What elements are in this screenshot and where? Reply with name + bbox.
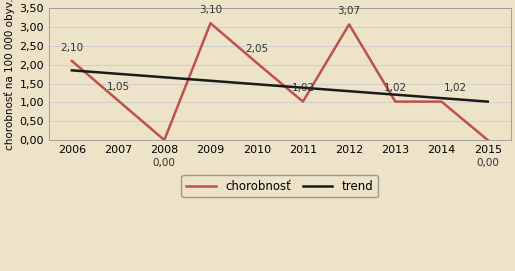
chorobnosť (161, 138, 167, 142)
trend (69, 69, 75, 72)
chorobnosť (392, 100, 399, 103)
Text: 3,10: 3,10 (199, 5, 222, 15)
Line: trend: trend (72, 70, 488, 102)
Line: chorobnosť: chorobnosť (72, 23, 488, 140)
chorobnosť (438, 100, 444, 103)
trend (208, 79, 214, 82)
chorobnosť (300, 100, 306, 103)
chorobnosť (69, 59, 75, 63)
Text: 0,00: 0,00 (476, 158, 499, 168)
Text: 2,05: 2,05 (245, 44, 268, 54)
trend (115, 72, 121, 75)
chorobnosť (208, 22, 214, 25)
trend (346, 90, 352, 93)
Text: 1,02: 1,02 (444, 83, 467, 93)
chorobnosť (346, 23, 352, 26)
chorobnosť (253, 61, 260, 64)
Legend: chorobnosť, trend: chorobnosť, trend (181, 175, 378, 198)
trend (392, 93, 399, 96)
Text: 1,02: 1,02 (384, 83, 407, 93)
chorobnosť (485, 138, 491, 142)
Y-axis label: chorobnosť na 100 000 obyv.: chorobnosť na 100 000 obyv. (4, 0, 15, 150)
Text: 0,00: 0,00 (153, 158, 176, 168)
trend (485, 100, 491, 103)
Text: 2,10: 2,10 (60, 43, 83, 53)
Text: 1,05: 1,05 (107, 82, 130, 92)
trend (300, 86, 306, 89)
trend (253, 83, 260, 86)
Text: 3,07: 3,07 (337, 6, 360, 16)
trend (438, 96, 444, 100)
Text: 1,02: 1,02 (291, 83, 315, 93)
trend (161, 76, 167, 79)
chorobnosť (115, 99, 121, 102)
